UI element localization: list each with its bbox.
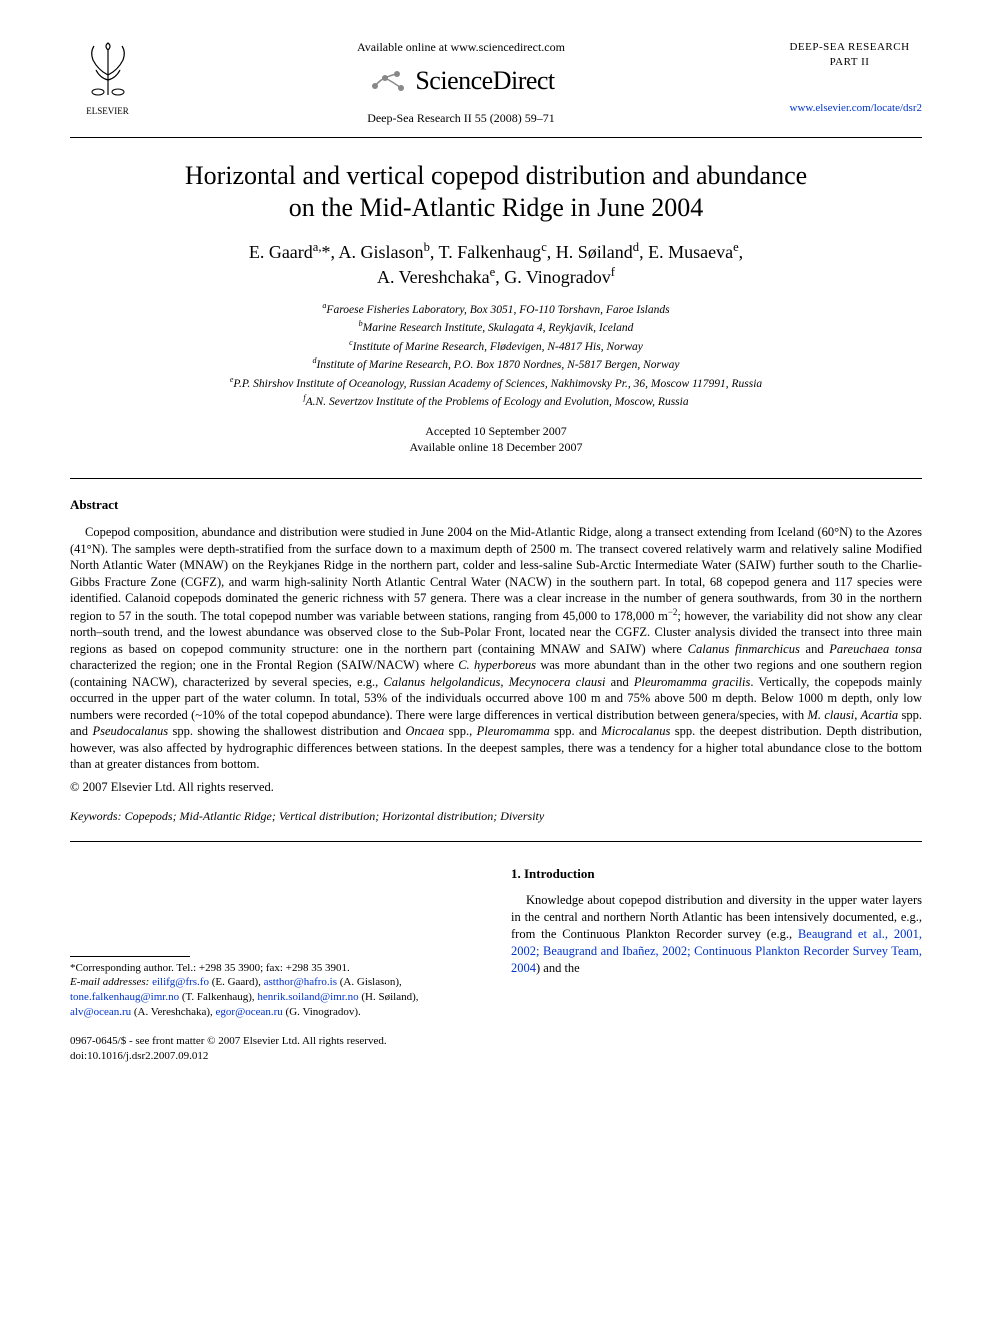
right-column: 1. Introduction Knowledge about copepod …	[511, 866, 922, 1064]
affiliation-f: fA.N. Severtzov Institute of the Problem…	[70, 392, 922, 411]
intro-heading: 1. Introduction	[511, 866, 922, 883]
date-online: Available online 18 December 2007	[70, 439, 922, 456]
keywords-rule	[70, 841, 922, 842]
page-header: ELSEVIER Available online at www.science…	[70, 40, 922, 127]
abstract-top-rule	[70, 478, 922, 479]
corresponding-emails: E-mail addresses: eilifg@frs.fo (E. Gaar…	[70, 975, 481, 1020]
title-line-2: on the Mid-Atlantic Ridge in June 2004	[289, 193, 704, 222]
affiliation-c: cInstitute of Marine Research, Flødevige…	[70, 337, 922, 356]
abstract-heading: Abstract	[70, 497, 922, 514]
elsevier-tree-icon	[78, 40, 138, 100]
affiliation-a: aFaroese Fisheries Laboratory, Box 3051,…	[70, 300, 922, 319]
copyright-text: © 2007 Elsevier Ltd. All rights reserved…	[70, 779, 922, 795]
center-header: Available online at www.sciencedirect.co…	[145, 40, 777, 127]
issn-line: 0967-0645/$ - see front matter © 2007 El…	[70, 1034, 481, 1049]
affiliation-d: dInstitute of Marine Research, P.O. Box …	[70, 355, 922, 374]
keywords-text: Copepods; Mid-Atlantic Ridge; Vertical d…	[122, 809, 545, 823]
doi-line: doi:10.1016/j.dsr2.2007.09.012	[70, 1049, 481, 1064]
date-accepted: Accepted 10 September 2007	[70, 423, 922, 440]
author-list: E. Gaarda,*, A. Gislasonb, T. Falkenhaug…	[70, 239, 922, 290]
journal-box: DEEP-SEA RESEARCH PART II www.elsevier.c…	[777, 40, 922, 115]
footer-block: 0967-0645/$ - see front matter © 2007 El…	[70, 1034, 481, 1064]
corresponding-author: *Corresponding author. Tel.: +298 35 390…	[70, 961, 481, 1020]
keywords: Keywords: Copepods; Mid-Atlantic Ridge; …	[70, 809, 922, 825]
sciencedirect-logo: ScienceDirect	[165, 64, 757, 98]
journal-name-1: DEEP-SEA RESEARCH	[777, 40, 922, 55]
available-online-text: Available online at www.sciencedirect.co…	[165, 40, 757, 56]
elsevier-logo: ELSEVIER	[70, 40, 145, 117]
sciencedirect-text: ScienceDirect	[415, 64, 554, 98]
affiliation-b: bMarine Research Institute, Skulagata 4,…	[70, 318, 922, 337]
journal-name-2: PART II	[777, 55, 922, 70]
left-column: *Corresponding author. Tel.: +298 35 390…	[70, 866, 481, 1064]
two-column-body: *Corresponding author. Tel.: +298 35 390…	[70, 866, 922, 1064]
publisher-name: ELSEVIER	[70, 106, 145, 118]
journal-reference: Deep-Sea Research II 55 (2008) 59–71	[165, 111, 757, 127]
affiliation-e: eP.P. Shirshov Institute of Oceanology, …	[70, 374, 922, 393]
authors-line-2: A. Vereshchakae, G. Vinogradovf	[377, 267, 615, 287]
header-rule	[70, 137, 922, 138]
corresponding-tel: *Corresponding author. Tel.: +298 35 390…	[70, 961, 481, 976]
affiliations: aFaroese Fisheries Laboratory, Box 3051,…	[70, 300, 922, 411]
authors-line-1: E. Gaarda,*, A. Gislasonb, T. Falkenhaug…	[249, 242, 743, 262]
sciencedirect-icon	[367, 66, 407, 94]
abstract-text: Copepod composition, abundance and distr…	[70, 524, 922, 773]
email-label: E-mail addresses:	[70, 976, 149, 988]
intro-text: Knowledge about copepod distribution and…	[511, 892, 922, 976]
article-title: Horizontal and vertical copepod distribu…	[70, 160, 922, 225]
footnote-rule	[70, 956, 190, 957]
journal-url[interactable]: www.elsevier.com/locate/dsr2	[777, 101, 922, 115]
keywords-label: Keywords:	[70, 809, 122, 823]
article-dates: Accepted 10 September 2007 Available onl…	[70, 423, 922, 457]
title-line-1: Horizontal and vertical copepod distribu…	[185, 161, 807, 190]
